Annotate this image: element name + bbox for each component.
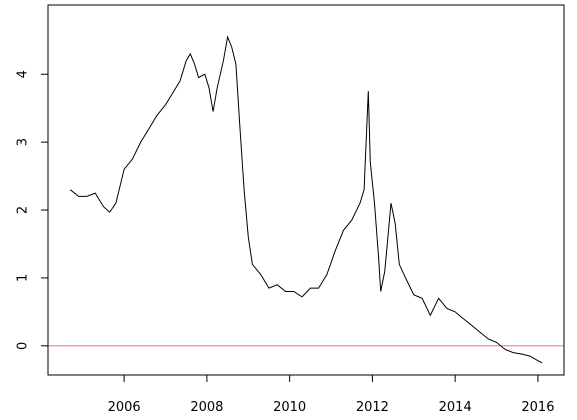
x-tick-label: 2008 xyxy=(190,400,223,415)
x-tick-label: 2006 xyxy=(108,400,141,415)
plot-frame xyxy=(47,4,565,376)
y-tick-label: 2 xyxy=(16,206,31,214)
y-tick-label: 1 xyxy=(16,274,31,282)
y-tick-label: 3 xyxy=(16,138,31,146)
y-tick-label: 0 xyxy=(16,342,31,350)
y-tick-label: 4 xyxy=(16,70,31,78)
x-tick-label: 2016 xyxy=(521,400,554,415)
x-tick-label: 2014 xyxy=(439,400,472,415)
x-tick-label: 2012 xyxy=(356,400,389,415)
x-tick-label: 2010 xyxy=(273,400,306,415)
data-line xyxy=(69,35,543,364)
